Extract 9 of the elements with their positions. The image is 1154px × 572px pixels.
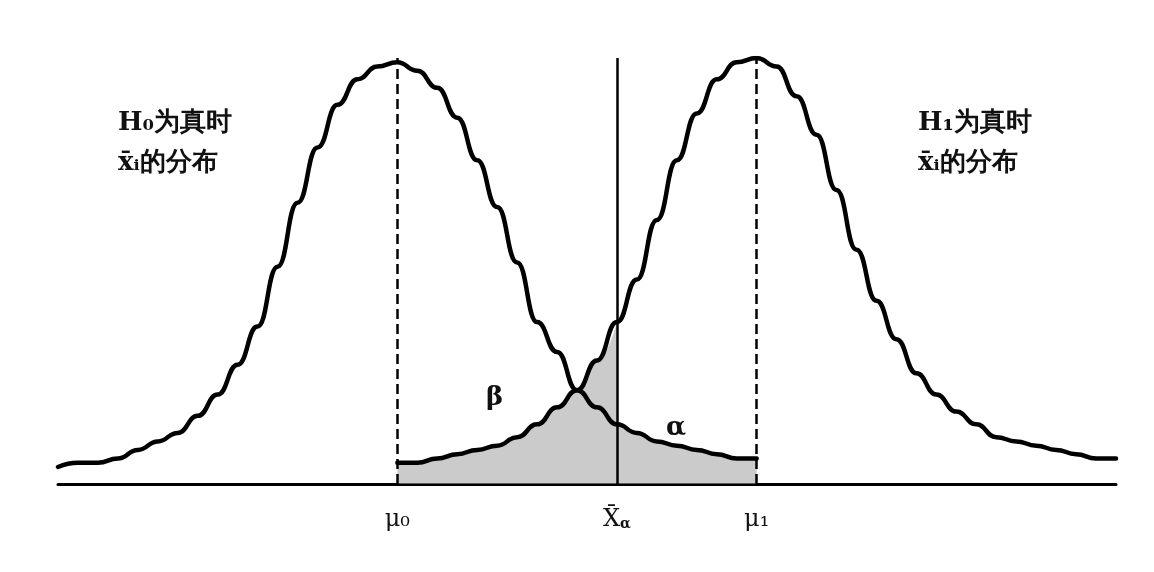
annotation: α <box>666 411 687 441</box>
annotation: β <box>486 381 504 411</box>
annotation: x̄ᵢ的分布 <box>918 146 1018 176</box>
x-tick-label: μ₀ <box>384 504 410 532</box>
x-tick-label: μ₁ <box>744 504 770 532</box>
annotation: x̄ᵢ的分布 <box>118 146 218 176</box>
x-tick-label: X̄α <box>603 503 632 532</box>
annotation: H₁为真时 <box>918 106 1032 136</box>
annotation: H₀为真时 <box>118 106 232 136</box>
